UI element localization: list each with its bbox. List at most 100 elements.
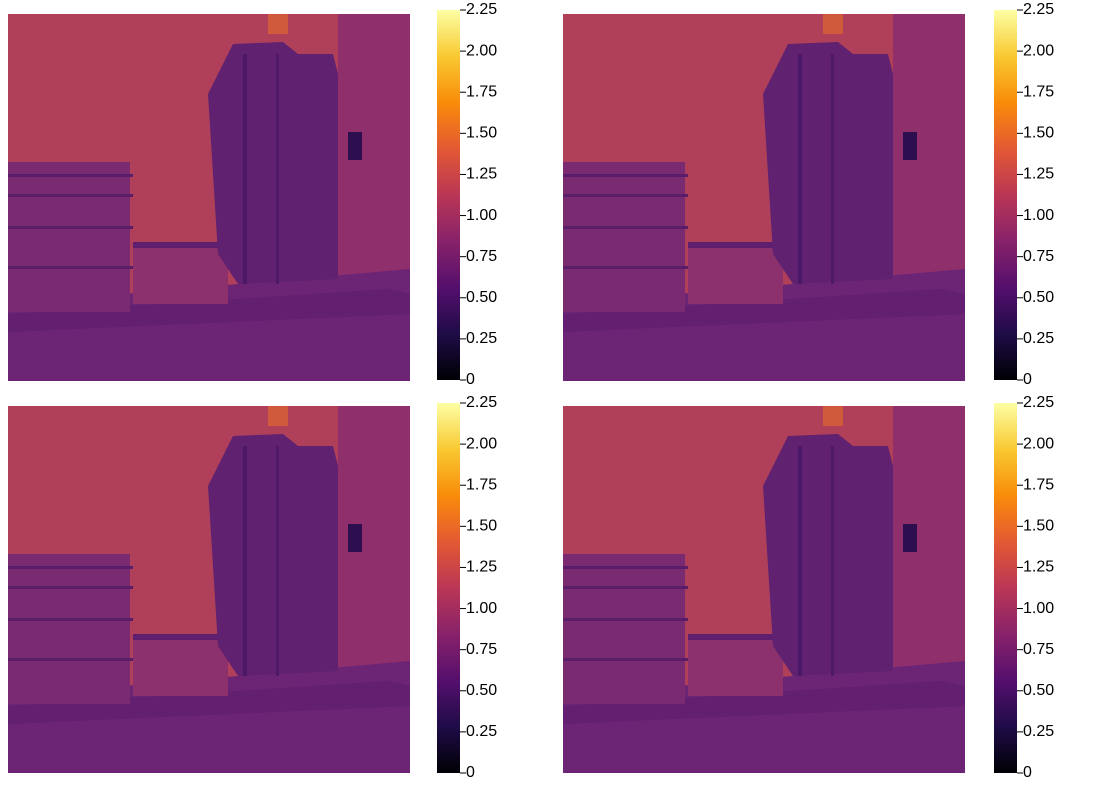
- colorbar: [994, 403, 1017, 773]
- colorbar: [994, 10, 1017, 380]
- colorbar-tick-label: 0.75: [466, 641, 497, 658]
- image-region: [688, 242, 783, 304]
- colorbar: [437, 403, 460, 773]
- colorbar: [437, 10, 460, 380]
- image-region: [8, 658, 133, 661]
- image-region: [563, 658, 688, 661]
- image-region: [133, 242, 228, 304]
- image-region: [8, 618, 133, 621]
- colorbar-tick-label: 1.00: [1023, 600, 1054, 617]
- image-region: [208, 42, 338, 284]
- colorbar-tick-label: 1.75: [1023, 476, 1054, 493]
- image-region: [243, 54, 247, 284]
- image-region: [563, 226, 688, 229]
- colorbar-tick-label: 0.50: [1023, 289, 1054, 306]
- image-region: [8, 226, 133, 229]
- colorbar-tick-label: 0.75: [466, 248, 497, 265]
- colorbar-tick-label: 0.50: [466, 289, 497, 306]
- image-region: [8, 586, 133, 589]
- image-region: [763, 42, 893, 284]
- panel: 0 0.25 0.50 0.75 1.00 1.25 1.50 1.75 2.00 2.25: [563, 394, 1054, 781]
- image-region: [208, 434, 338, 676]
- colorbar-tick-label: 2.00: [1023, 42, 1054, 59]
- image-region: [8, 174, 133, 177]
- colorbar-tick-label: 1.25: [466, 166, 497, 183]
- image-region: [688, 634, 783, 640]
- colorbar-tick-label: 1.00: [466, 600, 497, 617]
- colorbar-tick-label: 0.25: [466, 723, 497, 740]
- image-region: [276, 446, 279, 676]
- colorbar-tick-label: 2.00: [466, 435, 497, 452]
- image-region: [831, 446, 834, 676]
- colorbar-tick-label: 0.25: [1023, 723, 1054, 740]
- colorbar-tick-label: 1.00: [1023, 207, 1054, 224]
- panel: 0 0.25 0.50 0.75 1.00 1.25 1.50 1.75 2.00 2.25: [8, 1, 497, 388]
- colorbar-tick-label: 0: [466, 764, 475, 781]
- colorbar-tick-label: 1.25: [1023, 166, 1054, 183]
- colorbar-tick-label: 0: [1023, 371, 1032, 388]
- image-region: [8, 554, 130, 704]
- image-region: [563, 194, 688, 197]
- colorbar-tick-label: 0.25: [466, 330, 497, 347]
- image-region: [133, 634, 228, 696]
- image-region: [563, 554, 685, 704]
- image-region: [8, 289, 410, 332]
- image-region: [798, 54, 802, 284]
- image-region: [823, 406, 843, 426]
- colorbar-tick-label: 1.75: [466, 476, 497, 493]
- image-region: [688, 242, 783, 248]
- colorbar-tick-label: 0.75: [1023, 248, 1054, 265]
- colorbar-tick-label: 1.75: [466, 83, 497, 100]
- image-region: [8, 194, 133, 197]
- image-region: [133, 634, 228, 640]
- colorbar-tick-label: 0.25: [1023, 330, 1054, 347]
- image-region: [8, 162, 130, 312]
- colorbar-tick-label: 2.00: [466, 42, 497, 59]
- colorbar-tick-label: 1.25: [466, 559, 497, 576]
- colorbar-tick-label: 1.50: [466, 125, 497, 142]
- panel: 0 0.25 0.50 0.75 1.00 1.25 1.50 1.75 2.00 2.25: [8, 394, 497, 781]
- image-region: [276, 54, 279, 284]
- image-region: [563, 289, 965, 332]
- image-region: [798, 446, 802, 676]
- colorbar-tick-label: 2.25: [466, 1, 497, 18]
- colorbar-tick-label: 2.25: [466, 394, 497, 411]
- colorbar-tick-label: 1.50: [1023, 125, 1054, 142]
- image-region: [268, 406, 288, 426]
- colorbar-tick-label: 0: [466, 371, 475, 388]
- image-region: [268, 14, 288, 34]
- image-region: [831, 54, 834, 284]
- colorbar-tick-label: 0.50: [466, 682, 497, 699]
- image-region: [133, 242, 228, 248]
- colorbar-tick-label: 0: [1023, 764, 1032, 781]
- image-region: [563, 266, 688, 269]
- image-region: [763, 434, 893, 676]
- image-region: [563, 566, 688, 569]
- colorbar-tick-label: 1.75: [1023, 83, 1054, 100]
- colorbar-tick-label: 1.25: [1023, 559, 1054, 576]
- image-region: [8, 266, 133, 269]
- image-region: [8, 681, 410, 724]
- image-region: [8, 566, 133, 569]
- image-region: [563, 681, 965, 724]
- image-region: [348, 132, 362, 160]
- image-region: [903, 524, 917, 552]
- image-region: [688, 634, 783, 696]
- colorbar-tick-label: 1.50: [466, 518, 497, 535]
- image-region: [903, 132, 917, 160]
- image-region: [823, 14, 843, 34]
- colorbar-tick-label: 2.00: [1023, 435, 1054, 452]
- colorbar-tick-label: 0.75: [1023, 641, 1054, 658]
- colorbar-tick-label: 2.25: [1023, 394, 1054, 411]
- panel: 0 0.25 0.50 0.75 1.00 1.25 1.50 1.75 2.00 2.25: [563, 1, 1054, 388]
- image-region: [563, 586, 688, 589]
- colorbar-tick-label: 1.50: [1023, 518, 1054, 535]
- colorbar-tick-label: 0.50: [1023, 682, 1054, 699]
- image-region: [563, 618, 688, 621]
- image-region: [348, 524, 362, 552]
- image-region: [563, 174, 688, 177]
- colorbar-tick-label: 1.00: [466, 207, 497, 224]
- image-region: [243, 446, 247, 676]
- colorbar-tick-label: 2.25: [1023, 1, 1054, 18]
